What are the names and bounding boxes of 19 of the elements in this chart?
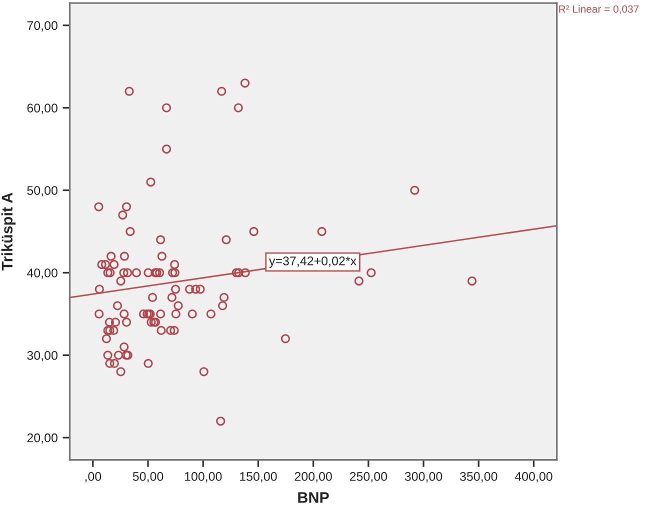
x-tick-label: 350,00 [460, 472, 498, 482]
x-tick-label: 100,00 [184, 472, 222, 482]
y-tick-label: 20,00 [27, 433, 58, 444]
y-tick-label: 70,00 [27, 21, 58, 32]
x-tick-label: 250,00 [350, 472, 388, 482]
annotation: y=37,42+0,02*x [269, 256, 356, 268]
x-tick-label: 400,00 [514, 472, 552, 482]
y-axis-title: Triküspit A [1, 192, 16, 271]
y-tick-label: 50,00 [27, 186, 58, 196]
y-tick-label: 40,00 [26, 268, 58, 279]
x-tick-label: 50,00 [132, 472, 164, 482]
x-tick-label: 200,00 [294, 472, 332, 482]
x-axis-title: BNP [298, 492, 329, 503]
x-tick-label: 300,00 [404, 472, 442, 482]
y-tick-label: 60,00 [27, 104, 58, 114]
x-tick-label: 150,00 [240, 472, 277, 482]
x-tick-label: ,00 [85, 472, 102, 482]
text: R² Linear = 0,037 [559, 5, 639, 14]
y-tick-label: 30,00 [27, 350, 58, 362]
